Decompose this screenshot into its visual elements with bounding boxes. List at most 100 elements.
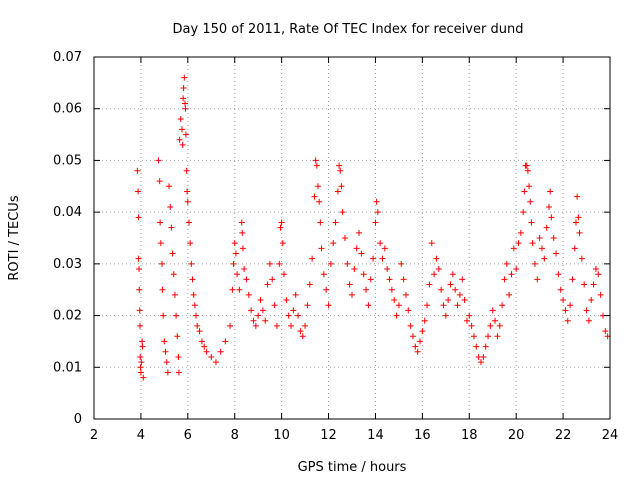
data-point xyxy=(137,353,144,360)
y-tick-label: 0 xyxy=(74,412,82,427)
data-point xyxy=(528,219,535,226)
y-tick-label: 0.02 xyxy=(53,309,82,324)
data-point xyxy=(187,240,194,247)
data-point xyxy=(538,245,545,252)
data-point xyxy=(508,271,515,278)
data-point xyxy=(574,193,581,200)
data-point xyxy=(230,260,237,267)
data-point xyxy=(156,178,163,185)
data-point xyxy=(176,136,183,143)
y-tick-label: 0.05 xyxy=(53,153,82,168)
data-point xyxy=(180,85,187,92)
data-point xyxy=(304,302,311,309)
data-point xyxy=(288,322,295,329)
data-point xyxy=(496,322,503,329)
data-point xyxy=(575,214,582,221)
data-point xyxy=(567,302,574,309)
data-point xyxy=(456,291,463,298)
data-point xyxy=(557,286,564,293)
data-point xyxy=(543,224,550,231)
x-tick-label: 20 xyxy=(508,428,525,443)
data-point xyxy=(555,271,562,278)
data-point xyxy=(278,219,285,226)
data-point xyxy=(190,291,197,298)
data-point xyxy=(365,302,372,309)
y-axis-ticks: 0 0.01 0.02 0.03 0.04 0.05 0.06 0.07 xyxy=(53,50,610,427)
data-point xyxy=(269,276,276,283)
data-point xyxy=(517,229,524,236)
data-point xyxy=(597,291,604,298)
data-point xyxy=(529,240,536,247)
data-point xyxy=(290,307,297,314)
data-point xyxy=(367,276,374,283)
data-point xyxy=(136,322,143,329)
data-point xyxy=(170,271,177,278)
data-point xyxy=(560,297,567,304)
data-point xyxy=(173,312,180,319)
data-point xyxy=(337,167,344,174)
data-point xyxy=(581,281,588,288)
data-point xyxy=(421,317,428,324)
data-point xyxy=(440,302,447,309)
data-point xyxy=(585,317,592,324)
data-point xyxy=(212,359,219,366)
data-point xyxy=(393,312,400,319)
data-point xyxy=(398,260,405,267)
x-tick-label: 6 xyxy=(184,428,192,443)
data-point xyxy=(259,307,266,314)
data-point xyxy=(188,260,195,267)
x-tick-label: 12 xyxy=(320,428,337,443)
data-point xyxy=(374,209,381,216)
data-point xyxy=(564,317,571,324)
data-point xyxy=(155,157,162,164)
data-point xyxy=(523,162,530,169)
data-point xyxy=(234,271,241,278)
data-point xyxy=(182,100,189,107)
data-point xyxy=(183,167,190,174)
data-point xyxy=(521,188,528,195)
data-point xyxy=(506,291,513,298)
data-point xyxy=(377,240,384,247)
data-point xyxy=(276,260,283,267)
data-point xyxy=(157,240,164,247)
y-axis-label: ROTI / TECUs xyxy=(7,195,22,280)
x-tick-label: 16 xyxy=(414,428,431,443)
data-point xyxy=(433,255,440,262)
data-point xyxy=(487,322,494,329)
data-point xyxy=(417,338,424,345)
data-point xyxy=(136,307,143,314)
data-points xyxy=(134,74,611,381)
data-point xyxy=(435,266,442,273)
data-point xyxy=(250,317,257,324)
data-point xyxy=(161,338,168,345)
data-point xyxy=(266,260,273,267)
data-point xyxy=(480,353,487,360)
data-point xyxy=(349,291,355,298)
y-tick-label: 0.07 xyxy=(53,50,82,65)
data-point xyxy=(236,286,243,293)
data-point xyxy=(191,302,198,309)
data-point xyxy=(140,374,147,381)
data-point xyxy=(405,307,412,314)
data-point xyxy=(177,116,184,123)
data-point xyxy=(182,131,189,138)
data-point xyxy=(470,333,477,340)
data-point xyxy=(222,338,229,345)
data-point xyxy=(169,250,176,257)
data-point xyxy=(419,328,426,335)
data-point xyxy=(273,322,280,329)
data-point xyxy=(473,343,480,350)
data-point xyxy=(264,281,271,288)
data-point xyxy=(445,297,452,304)
data-point xyxy=(503,260,510,267)
data-point xyxy=(283,297,290,304)
data-point xyxy=(562,307,569,314)
data-point xyxy=(227,322,234,329)
data-point xyxy=(136,266,143,273)
data-point xyxy=(492,317,499,324)
data-point xyxy=(179,141,186,148)
x-tick-label: 22 xyxy=(555,428,572,443)
data-point xyxy=(412,343,419,350)
data-point xyxy=(139,338,146,345)
x-tick-label: 14 xyxy=(367,428,384,443)
